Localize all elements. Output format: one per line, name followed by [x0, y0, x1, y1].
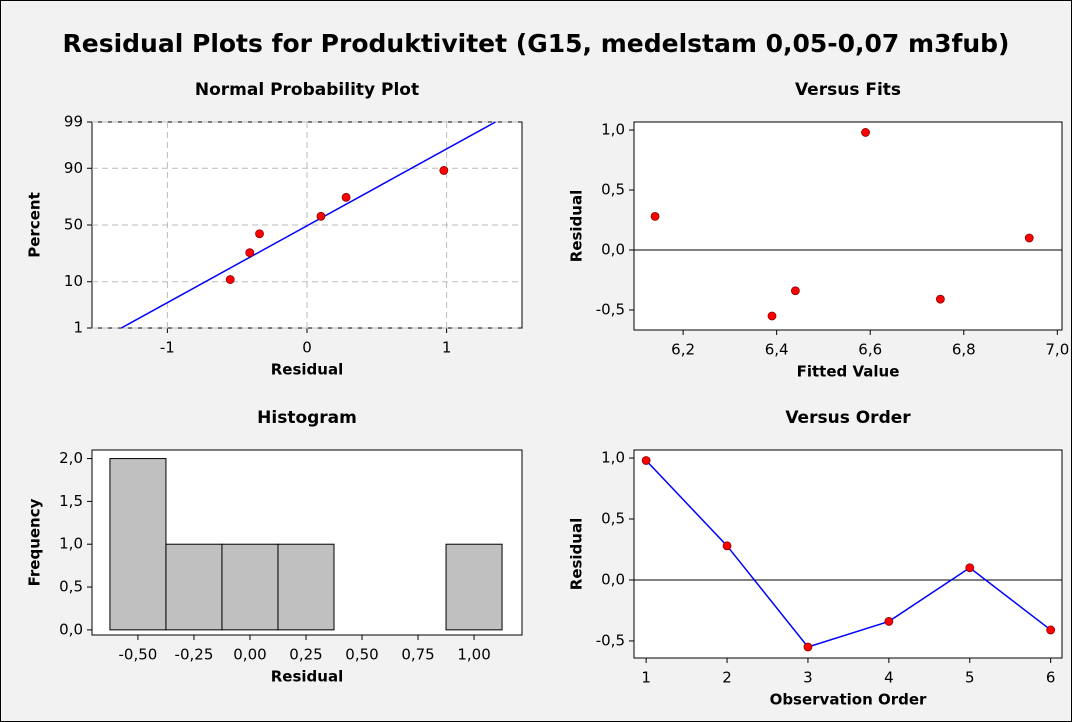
- x-tick-label: 4: [884, 669, 894, 687]
- x-tick-label: 2: [722, 669, 732, 687]
- x-tick-label: 3: [803, 669, 813, 687]
- x-tick-label: 1: [442, 339, 452, 357]
- x-tick-label: 1,00: [457, 646, 490, 664]
- y-tick-label: -0,5: [596, 300, 625, 318]
- y-tick-label: 0,0: [59, 620, 83, 638]
- x-tick-label: 0: [302, 339, 312, 357]
- panel-title: Normal Probability Plot: [195, 80, 419, 100]
- x-tick-label: 6: [1046, 669, 1056, 687]
- fit-line: [120, 121, 496, 329]
- y-tick-label: 90: [64, 159, 83, 177]
- x-tick-label: 6,8: [952, 341, 976, 359]
- point: [439, 166, 449, 175]
- x-tick-label: 0,75: [401, 646, 434, 664]
- point: [767, 311, 777, 321]
- y-tick-label: 1,0: [601, 449, 625, 467]
- y-tick-label: 0,5: [601, 181, 625, 199]
- y-axis-label: Residual: [568, 190, 586, 262]
- bar: [221, 543, 279, 631]
- y-tick-label: 0,0: [601, 570, 625, 588]
- y-tick-label: 1: [73, 319, 83, 337]
- y-axis-label: Frequency: [26, 498, 44, 586]
- x-tick-label: -1: [160, 339, 175, 357]
- x-tick-label: 1: [641, 669, 651, 687]
- point: [225, 275, 235, 284]
- bar: [277, 543, 335, 631]
- point: [245, 248, 255, 258]
- y-axis-label: Residual: [568, 518, 586, 590]
- panel-title: Versus Fits: [795, 80, 901, 100]
- point: [861, 128, 870, 137]
- x-axis-label: Residual: [271, 361, 343, 379]
- y-tick-label: 50: [64, 216, 83, 234]
- point: [255, 229, 264, 239]
- x-axis-label: Fitted Value: [797, 363, 900, 381]
- bar: [109, 458, 167, 631]
- x-tick-label: 0,00: [233, 646, 266, 664]
- y-tick-label: 1,0: [59, 535, 83, 553]
- y-tick-label: 0,5: [59, 578, 83, 596]
- y-tick-label: 99: [64, 113, 83, 131]
- y-tick-label: -0,5: [596, 631, 625, 649]
- plot-area: [633, 449, 1063, 659]
- bar: [165, 543, 223, 631]
- x-axis-label: Residual: [271, 668, 343, 686]
- x-axis-label: Observation Order: [770, 691, 927, 709]
- point: [803, 642, 813, 652]
- x-tick-label: -0,50: [119, 646, 158, 664]
- point: [316, 211, 326, 221]
- panel-title: Histogram: [257, 408, 357, 428]
- y-axis-label: Percent: [26, 192, 44, 257]
- point: [884, 617, 894, 626]
- point: [722, 541, 732, 551]
- y-tick-label: 0,5: [601, 510, 625, 528]
- point: [641, 456, 651, 465]
- x-tick-label: -0,25: [175, 646, 214, 664]
- y-tick-label: 2,0: [59, 449, 83, 467]
- bar: [445, 543, 503, 631]
- x-tick-label: 6,4: [765, 341, 789, 359]
- chart-title: Residual Plots for Produktivitet (G15, m…: [63, 29, 1010, 58]
- y-tick-label: 1,0: [601, 121, 625, 139]
- x-tick-label: 0,25: [289, 646, 322, 664]
- point: [935, 294, 945, 304]
- y-tick-label: 10: [64, 272, 83, 290]
- point: [650, 212, 660, 221]
- point: [965, 563, 975, 573]
- x-tick-label: 0,50: [345, 646, 378, 664]
- point: [790, 286, 800, 296]
- plot-area: [633, 121, 1063, 331]
- point: [1024, 233, 1034, 243]
- x-tick-label: 5: [965, 669, 975, 687]
- series-line: [645, 459, 1052, 648]
- point: [1046, 625, 1056, 635]
- point: [341, 192, 351, 202]
- x-tick-label: 6,6: [858, 341, 882, 359]
- panel-title: Versus Order: [785, 408, 911, 428]
- y-tick-label: 0,0: [601, 240, 625, 258]
- y-tick-label: 1,5: [59, 492, 83, 510]
- x-tick-label: 6,2: [671, 341, 695, 359]
- x-tick-label: 7,0: [1045, 341, 1069, 359]
